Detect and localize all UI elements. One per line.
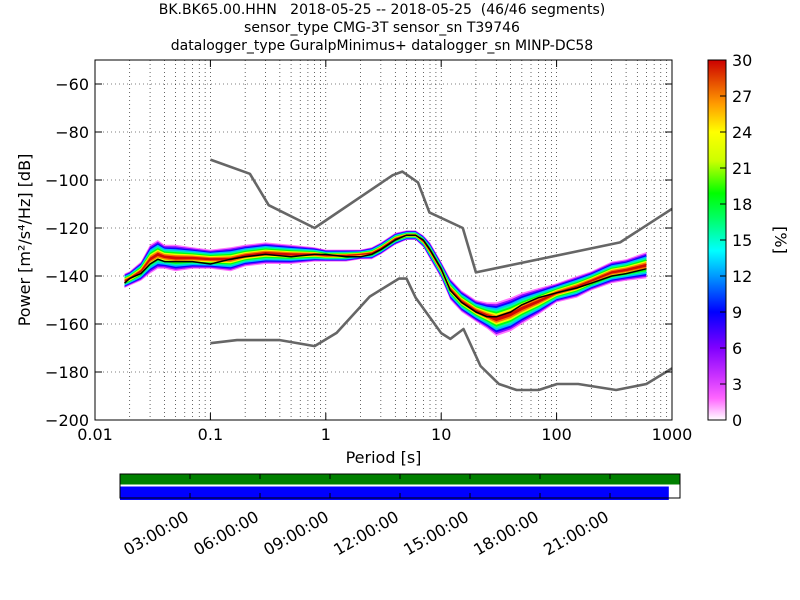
availability-tick-label: 21:00:00 (540, 507, 612, 559)
title-line-2: sensor_type CMG-3T sensor_sn T39746 (244, 20, 520, 36)
colorbar-tick-label: 30 (732, 51, 752, 70)
availability-row (120, 474, 680, 485)
plot-frame (94, 59, 673, 421)
y-tick-label: −140 (45, 267, 89, 286)
colorbar-tick-label: 27 (732, 87, 752, 106)
availability-tick-label: 06:00:00 (190, 507, 262, 559)
colorbar-tick-label: 9 (732, 303, 742, 322)
colorbar-tick-label: 21 (732, 159, 752, 178)
availability-row (120, 486, 669, 500)
title-line-1: BK.BK65.00.HHN 2018-05-25 -- 2018-05-25 … (158, 2, 606, 18)
x-axis-label: Period [s] (345, 448, 422, 467)
colorbar-tick-label: 24 (732, 123, 752, 142)
availability-tick-label: 18:00:00 (470, 507, 542, 559)
low-noise-model-line (210, 277, 672, 392)
y-tick-label: −180 (45, 363, 89, 382)
y-tick-label: −160 (45, 315, 89, 334)
colorbar-tick-label: 18 (732, 195, 752, 214)
axes-ticks: 0.01 0.1 1 10 100 1000 −200 −180 −160 −140 −120 −10… (45, 60, 692, 444)
colorbar-tick-label: 12 (732, 267, 752, 286)
y-tick-label: −60 (55, 75, 89, 94)
mode-line (123, 234, 647, 318)
availability-tick-label: 03:00:00 (120, 507, 192, 559)
high-noise-model-line (209, 158, 672, 274)
y-tick-label: −120 (45, 219, 89, 238)
x-tick-label: 0.1 (198, 425, 223, 444)
colorbar-label: [%] (771, 226, 790, 254)
data-availability-bar: 03:00:0006:00:0009:00:0012:00:0015:00:00… (119, 473, 681, 559)
colorbar-tick-label: 0 (732, 411, 742, 430)
colorbar-ticks: 0 3 6 9 12 15 18 21 24 27 30 (720, 51, 752, 430)
x-tick-label: 0.01 (77, 425, 113, 444)
colorbar-tick-label: 15 (732, 231, 752, 250)
grid (94, 60, 672, 421)
y-tick-label: −200 (45, 411, 89, 430)
x-tick-label: 1 (321, 425, 331, 444)
y-tick-label: −80 (55, 123, 89, 142)
y-tick-label: −100 (45, 171, 89, 190)
noise-model-lines (123, 158, 672, 392)
availability-tick-label: 12:00:00 (330, 507, 402, 559)
title-line-3: datalogger_type GuralpMinimus+ datalogge… (170, 38, 594, 54)
x-tick-label: 10 (431, 425, 451, 444)
availability-tick-label: 09:00:00 (260, 507, 332, 559)
colorbar-tick-label: 6 (732, 339, 742, 358)
x-tick-label: 1000 (652, 425, 693, 444)
colorbar-tick-label: 3 (732, 375, 742, 394)
availability-tick-label: 15:00:00 (400, 507, 472, 559)
y-axis-label: Power [m²/s⁴/Hz] [dB] (15, 154, 34, 327)
x-tick-label: 100 (541, 425, 572, 444)
